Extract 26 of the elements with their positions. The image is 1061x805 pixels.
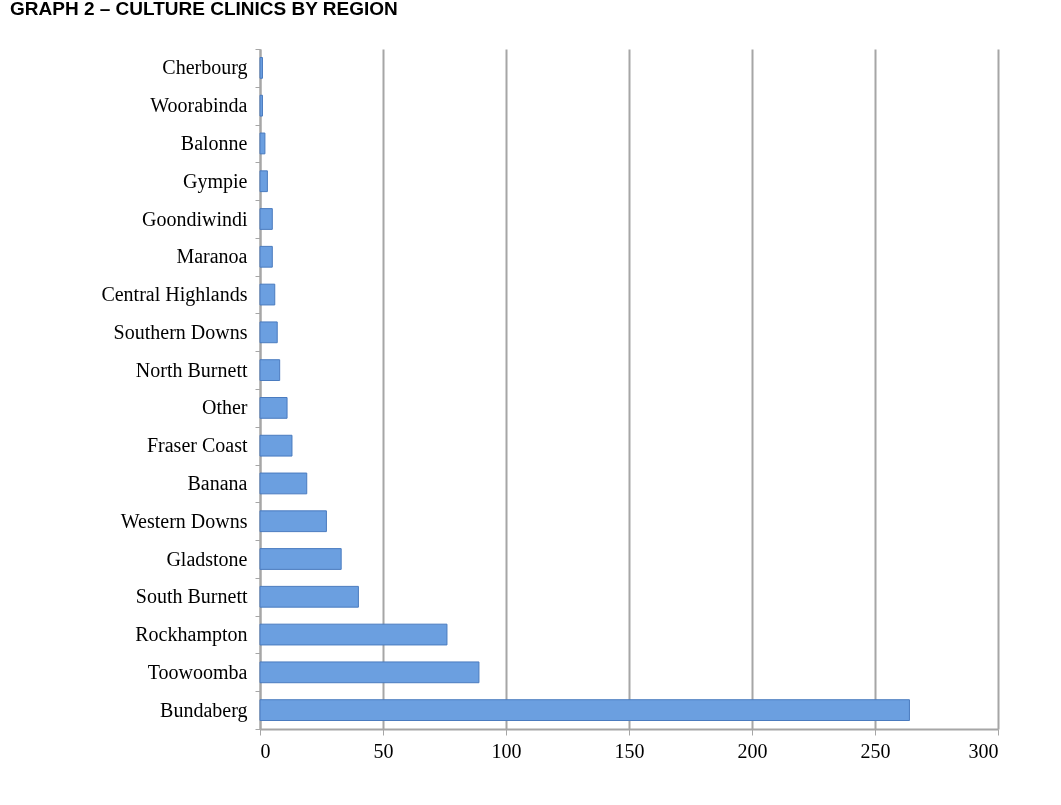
chart-title: GRAPH 2 – CULTURE CLINICS BY REGION — [10, 0, 398, 19]
x-tick-label: 0 — [260, 739, 271, 762]
y-tick-label: Bundaberg — [160, 698, 248, 722]
y-tick-label: South Burnett — [135, 585, 248, 608]
y-tick-label: Balonne — [180, 131, 248, 154]
y-tick-label: Goondiwindi — [141, 207, 248, 230]
y-tick-label: Other — [201, 396, 248, 419]
y-tick-label: Cherbourg — [162, 56, 248, 80]
y-tick-label: Toowoomba — [147, 660, 248, 683]
y-tick-label: Rockhampton — [135, 623, 248, 647]
y-tick-label: Central Highlands — [101, 283, 248, 307]
x-tick-label: 200 — [737, 739, 768, 762]
x-tick-label: 300 — [968, 739, 999, 762]
y-tick-label: Gympie — [183, 169, 248, 193]
y-tick-label: Maranoa — [176, 245, 248, 268]
y-tick-label: Gladstone — [166, 547, 248, 570]
x-tick-label: 250 — [860, 739, 891, 762]
x-tick-label: 50 — [373, 739, 394, 762]
y-tick-label: North Burnett — [135, 358, 248, 381]
y-tick-label: Woorabinda — [150, 94, 248, 117]
y-tick-label: Banana — [187, 471, 248, 494]
y-tick-label: Southern Downs — [113, 320, 248, 343]
y-tick-label: Western Downs — [120, 509, 248, 532]
y-tick-label: Fraser Coast — [146, 434, 248, 457]
x-tick-label: 100 — [491, 739, 522, 762]
x-tick-label: 150 — [614, 739, 645, 762]
